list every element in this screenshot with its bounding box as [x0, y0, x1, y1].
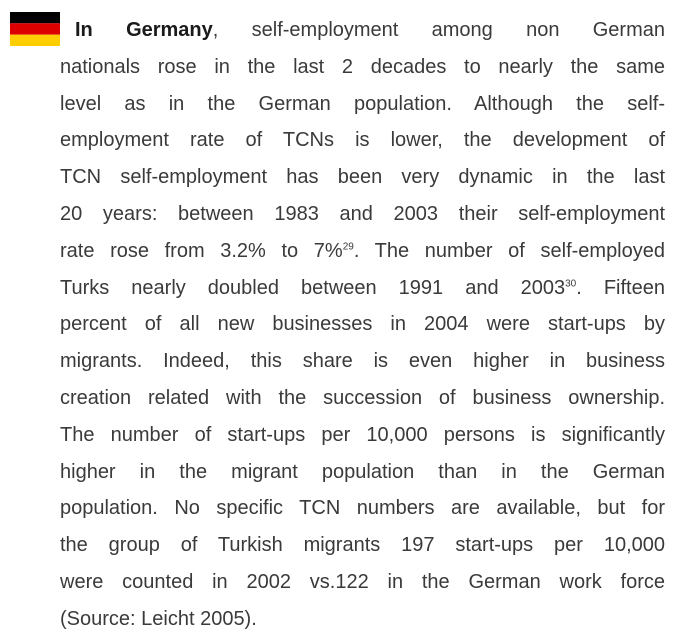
text-line: The number of start-ups per 10,000 perso… [60, 417, 665, 453]
flag-gold [10, 34, 60, 46]
text-line: the group of Turkish migrants 197 start-… [60, 527, 665, 563]
text: higher in the migrant population than in… [60, 460, 665, 483]
text-line: higher in the migrant population than in… [60, 454, 665, 490]
text: creation related with the succession of … [60, 387, 665, 409]
text: level as in the German population. Altho… [60, 92, 665, 115]
text-line: employment rate of TCNs is lower, the de… [60, 122, 665, 158]
text: nationals rose in the last 2 decades to … [60, 55, 665, 78]
text-line: migrants. Indeed, this share is even hig… [60, 343, 665, 379]
text-line: creation related with the succession of … [60, 380, 665, 416]
text: rate rose from 3.2% to 7% [60, 239, 343, 262]
text: (Source: Leicht 2005). [60, 607, 257, 630]
text-line: Turks nearly doubled between 1991 and 20… [60, 270, 665, 306]
text: Turks nearly doubled between 1991 and 20… [60, 276, 566, 299]
bold-text: In Germany [75, 19, 213, 41]
text-line: 20 years: between 1983 and 2003 their se… [60, 196, 665, 232]
text-line: nationals rose in the last 2 decades to … [60, 49, 665, 85]
text: population. No specific TCN numbers are … [60, 497, 665, 520]
german-flag [10, 12, 60, 46]
text: employment rate of TCNs is lower, the de… [60, 129, 665, 152]
flag-red [10, 23, 60, 35]
text-line: population. No specific TCN numbers are … [60, 490, 665, 526]
text: . Fifteen [576, 276, 665, 299]
text-line: In Germany, self-employment among non Ge… [75, 12, 665, 48]
text: TCN self-employment has been very dynami… [60, 166, 665, 189]
footnote-ref: 29 [342, 241, 354, 253]
footnote-ref: 30 [565, 277, 577, 289]
text: were counted in 2002 vs.122 in the Germa… [60, 571, 665, 593]
text-line: TCN self-employment has been very dynami… [60, 159, 665, 195]
text-line: rate rose from 3.2% to 7%29. The number … [60, 233, 665, 269]
text: , self-employment among non German [212, 19, 665, 41]
text-line: (Source: Leicht 2005). [60, 601, 665, 637]
text-line: level as in the German population. Altho… [60, 86, 665, 122]
flag-black [10, 12, 60, 24]
text: migrants. Indeed, this share is even hig… [60, 350, 665, 373]
text-line: percent of all new businesses in 2004 we… [60, 306, 665, 342]
text-line: were counted in 2002 vs.122 in the Germa… [60, 564, 665, 600]
text: the group of Turkish migrants 197 start-… [60, 534, 665, 557]
text: percent of all new businesses in 2004 we… [60, 313, 665, 336]
text: 20 years: between 1983 and 2003 their se… [60, 203, 665, 225]
text: . The number of self-employed [353, 239, 665, 262]
text: The number of start-ups per 10,000 perso… [60, 423, 665, 446]
